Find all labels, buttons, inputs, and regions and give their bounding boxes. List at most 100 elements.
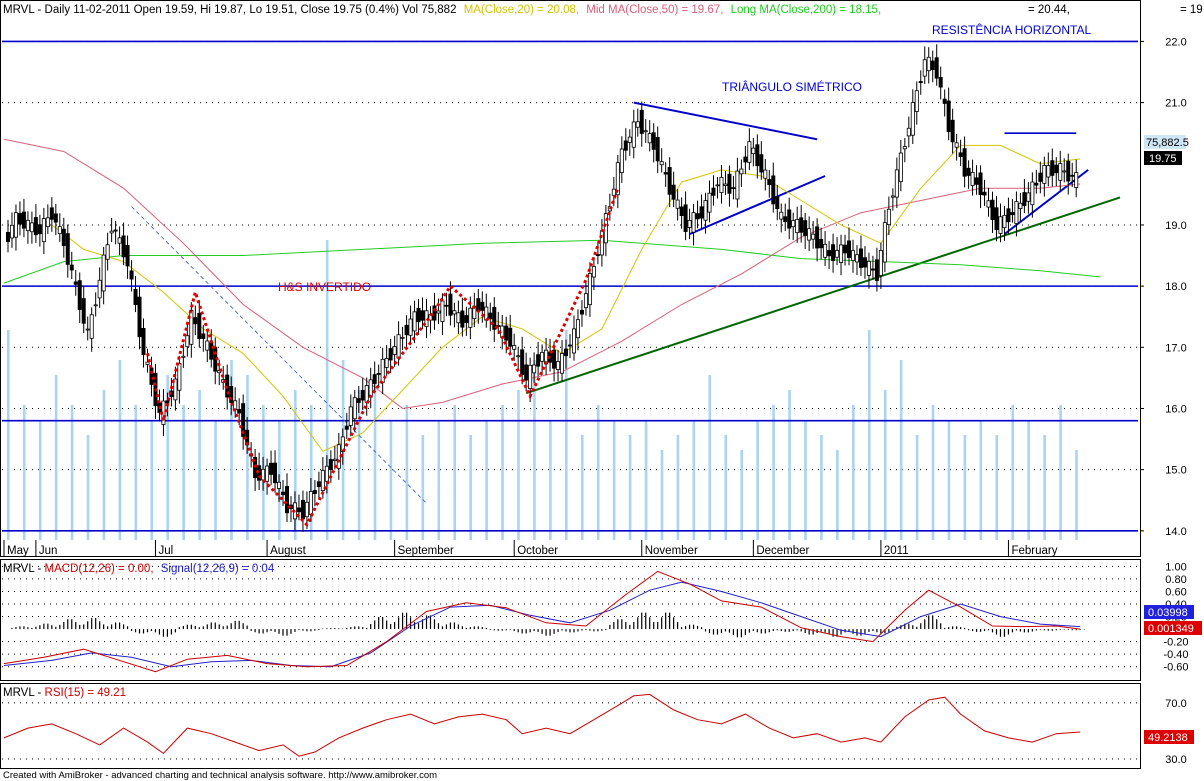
volume-bar-51 — [820, 435, 823, 540]
candle-body-42 — [173, 378, 178, 401]
volume-bar-63 — [1011, 405, 1015, 540]
candle-body-23 — [97, 279, 102, 299]
volume-bar-18 — [293, 390, 297, 540]
volume-bar-31 — [501, 405, 504, 540]
candle-body-73 — [296, 507, 301, 513]
candle-body-213 — [854, 254, 859, 263]
candle-body-192 — [771, 175, 776, 205]
candle-body-118 — [476, 298, 481, 312]
candle-body-240 — [962, 148, 967, 177]
candle-body-154 — [619, 148, 624, 173]
candle-body-176 — [707, 192, 712, 213]
candle-body-195 — [783, 216, 788, 223]
volume-bar-10 — [166, 375, 170, 540]
macd-tick-label-7: -0.60 — [1163, 662, 1188, 674]
candle-body-241 — [966, 167, 971, 176]
candle-body-169 — [679, 206, 684, 216]
candle-body-197 — [791, 220, 796, 228]
candle-body-227 — [910, 102, 915, 136]
candle-body-191 — [767, 179, 772, 185]
volume-bar-57 — [915, 435, 919, 540]
candle-body-25 — [105, 244, 110, 260]
price-tick-label-2: 19.0 — [1165, 220, 1186, 232]
candle-body-80 — [324, 465, 329, 482]
price-tick-label-0: 22.0 — [1165, 36, 1186, 48]
candle-body-187 — [751, 147, 756, 155]
volume-bars — [6, 240, 1078, 540]
price-tick-label-4: 17.0 — [1165, 342, 1186, 354]
header-ma200-label: Long MA(Close,200) = 18.15, — [731, 4, 882, 16]
candle-body-243 — [974, 177, 979, 185]
volume-bar-54 — [867, 330, 871, 540]
candle-body-27 — [113, 229, 118, 232]
candle-body-18 — [77, 280, 82, 310]
candle-body-190 — [763, 169, 768, 179]
candle-body-36 — [149, 367, 154, 385]
candle-body-103 — [416, 307, 421, 323]
volume-bar-60 — [963, 435, 967, 540]
candle-body-180 — [723, 183, 728, 186]
candle-body-184 — [739, 168, 744, 175]
candle-body-163 — [655, 137, 660, 162]
volume-bar-34 — [549, 420, 552, 540]
month-label-4: September — [398, 545, 454, 557]
month-label-2: Jul — [158, 545, 173, 557]
volume-bar-1 — [22, 405, 26, 540]
volume-bar-59 — [947, 420, 951, 540]
candle-body-15 — [65, 233, 70, 265]
candle-body-126 — [508, 327, 513, 347]
candle-body-132 — [532, 364, 537, 374]
rsi-line — [3, 693, 1081, 757]
candle-body-101 — [408, 318, 413, 336]
candle-body-98 — [396, 334, 401, 359]
month-label-8: 2011 — [884, 545, 909, 557]
candle-body-58 — [237, 409, 242, 414]
candle-body-130 — [524, 364, 529, 381]
candle-body-35 — [145, 361, 150, 365]
candle-body-24 — [101, 254, 106, 292]
candle-body-6 — [29, 222, 34, 233]
candle-body-244 — [978, 172, 983, 196]
candle-body-207 — [831, 244, 836, 261]
volume-bar-47 — [756, 420, 759, 540]
candle-body-168 — [675, 199, 680, 209]
candle-body-145 — [583, 293, 588, 309]
close-badge-bg — [1144, 151, 1182, 165]
candle-body-137 — [552, 349, 557, 369]
candle-body-68 — [277, 481, 282, 489]
candle-body-138 — [556, 361, 561, 370]
candle-body-110 — [444, 304, 449, 307]
volume-bar-42 — [676, 435, 680, 540]
volume-bar-35 — [565, 330, 568, 540]
candle-body-162 — [651, 132, 656, 150]
rsi-axis: 70.0 30.0 — [1165, 698, 1186, 766]
volume-bar-23 — [373, 375, 377, 540]
macd-tick-label-5: -0.20 — [1163, 637, 1188, 649]
candle-body-8 — [37, 224, 42, 235]
rsi-title-rsi: RSI(15) = 49.21 — [45, 687, 127, 699]
candle-body-115 — [464, 315, 469, 323]
volume-bar-58 — [931, 405, 935, 540]
candle-body-206 — [827, 250, 832, 257]
volume-bar-33 — [533, 360, 536, 540]
volume-bar-65 — [1043, 435, 1046, 540]
volume-bar-61 — [979, 420, 983, 540]
candle-body-250 — [1002, 214, 1007, 229]
candle-body-46 — [189, 309, 194, 345]
candle-body-67 — [273, 462, 278, 484]
candle-body-43 — [177, 363, 182, 391]
candle-body-84 — [340, 436, 345, 452]
candle-body-178 — [715, 184, 720, 187]
macd-tick-label-2: 0.60 — [1165, 586, 1186, 598]
candle-body-148 — [595, 254, 600, 256]
candle-body-22 — [93, 304, 98, 307]
candle-body-222 — [890, 195, 895, 198]
candle-body-149 — [599, 230, 604, 256]
month-label-6: November — [645, 545, 698, 557]
macd-signal-line — [3, 581, 1081, 668]
candle-body-260 — [1042, 165, 1047, 184]
candle-body-32 — [133, 288, 138, 306]
candle-body-92 — [372, 374, 377, 384]
candle-body-256 — [1026, 192, 1031, 202]
